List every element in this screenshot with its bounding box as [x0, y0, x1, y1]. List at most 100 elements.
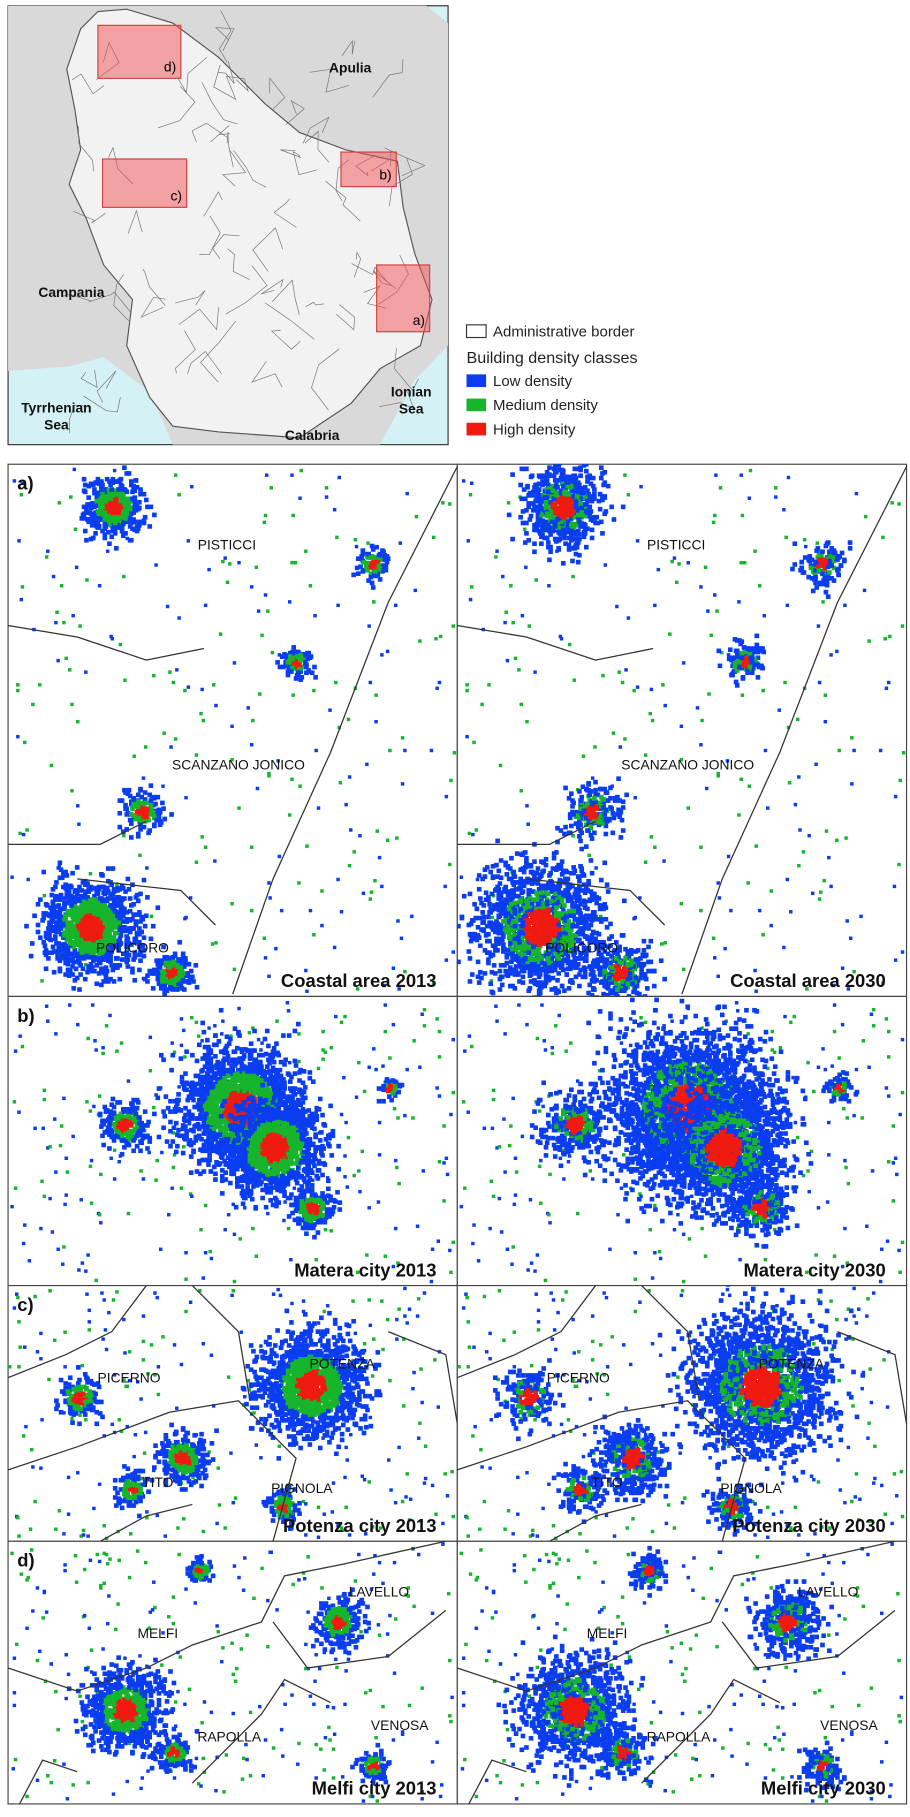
density-cell [824, 693, 827, 696]
density-cell [737, 600, 740, 603]
density-cell [495, 902, 500, 907]
density-cell [529, 475, 534, 480]
legend: Administrative border Building density c… [467, 323, 638, 438]
density-cell [394, 604, 397, 607]
density-cell [130, 490, 135, 495]
density-cell [152, 674, 155, 677]
density-cell [835, 650, 838, 653]
density-cell [538, 968, 543, 973]
density-cell [560, 899, 565, 904]
density-cell [556, 546, 561, 551]
density-cell [432, 536, 435, 539]
density-cell [510, 947, 515, 952]
density-cell [78, 913, 83, 918]
density-cell [784, 536, 787, 539]
density-cell [288, 654, 293, 659]
density-cell [127, 471, 132, 476]
density-cell [662, 859, 665, 862]
density-cell [554, 483, 559, 488]
density-cell [377, 553, 382, 558]
density-cell [560, 505, 565, 510]
density-cell [499, 858, 504, 863]
density-cell [510, 537, 515, 542]
density-cell [113, 509, 118, 514]
density-cell [138, 827, 143, 832]
density-cell [879, 749, 882, 752]
density-cell [778, 708, 781, 711]
density-cell [298, 784, 301, 787]
density-cell [704, 566, 707, 569]
density-cell [740, 778, 743, 781]
density-cell [465, 735, 468, 738]
density-cell [533, 670, 536, 673]
density-cell [850, 736, 853, 739]
density-cell [90, 505, 95, 510]
density-cell [50, 950, 55, 955]
density-cell [223, 556, 226, 559]
density-cell [106, 549, 109, 552]
density-cell [403, 749, 406, 752]
density-cell [98, 584, 101, 587]
density-cell [472, 902, 477, 907]
density-cell [714, 473, 717, 476]
density-cell [22, 833, 25, 836]
density-cell [537, 909, 542, 914]
density-cell [63, 886, 68, 891]
density-cell [558, 933, 563, 938]
density-cell [594, 901, 599, 906]
density-cell [294, 676, 299, 681]
density-cell [585, 510, 590, 515]
density-cell [599, 795, 604, 800]
density-cell [207, 568, 210, 571]
density-cell [258, 692, 261, 695]
density-cell [590, 871, 595, 876]
place-name: POLICORO [96, 940, 169, 956]
density-cell [541, 456, 546, 461]
density-cell [525, 485, 530, 490]
density-cell [16, 689, 19, 692]
density-cell [529, 972, 534, 977]
density-cell [41, 911, 46, 916]
density-cell [86, 889, 91, 894]
density-cell [151, 986, 156, 991]
density-cell [114, 956, 119, 961]
density-cell [615, 605, 618, 608]
density-cell [559, 635, 562, 638]
density-cell [782, 946, 785, 949]
density-cell [36, 902, 41, 907]
density-cell [533, 880, 538, 885]
density-cell [338, 476, 341, 479]
density-cell [336, 878, 339, 881]
density-cell [589, 482, 594, 487]
density-cell [414, 589, 417, 592]
density-cell [386, 839, 389, 842]
density-cell [158, 822, 163, 827]
density-cell [598, 507, 603, 512]
density-cell [567, 919, 572, 924]
density-cell [476, 878, 479, 881]
density-cell [814, 763, 817, 766]
density-cell [534, 578, 537, 581]
density-cell [73, 933, 78, 938]
density-cell [16, 735, 19, 738]
density-cell [88, 899, 93, 904]
density-cell [128, 794, 133, 799]
density-cell [743, 561, 746, 564]
density-cell [531, 871, 536, 876]
density-cell [184, 796, 187, 799]
density-cell [524, 531, 529, 536]
density-cell [520, 789, 523, 792]
density-cell [582, 873, 587, 878]
density-cell [107, 932, 112, 937]
density-cell [266, 609, 269, 612]
density-cell [75, 566, 78, 569]
density-cell [141, 917, 146, 922]
density-cell [615, 795, 620, 800]
density-cell [532, 978, 537, 983]
density-cell [288, 813, 291, 816]
density-cell [177, 940, 182, 945]
density-cell [822, 879, 825, 882]
density-cell [583, 905, 588, 910]
density-cell [128, 524, 133, 529]
density-cell [517, 940, 522, 945]
